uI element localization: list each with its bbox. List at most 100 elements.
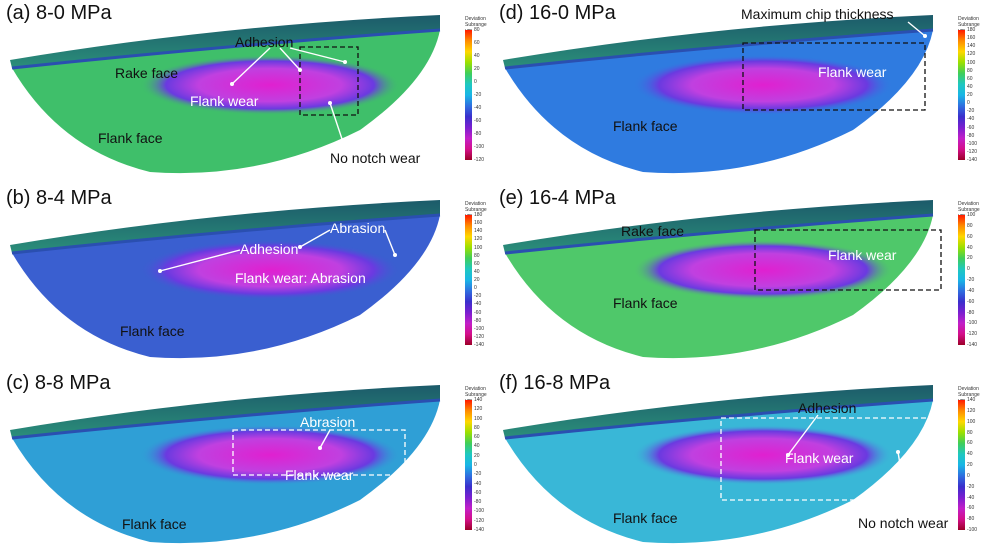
scale-tick-label: 40 [474, 443, 480, 450]
dashed-region-box [299, 46, 359, 116]
insert-render-a [10, 15, 441, 174]
scale-tick-label: -80 [967, 309, 975, 316]
annotation-arrowhead [298, 245, 302, 249]
annotation-arrow [289, 47, 346, 63]
panel-e: (e) 16-4 MPa Rake face Flank wear Flank fac… [493, 185, 985, 370]
scale-tick-label: 20 [474, 452, 480, 459]
scale-tick-label: 140 [474, 228, 483, 235]
scale-tick-label: 40 [967, 244, 973, 251]
flank-wear-zone [633, 55, 893, 115]
scale-gradient-bar [465, 215, 472, 345]
label-flank-wear: Flank wear [818, 64, 887, 80]
scale-tick-label: -140 [474, 527, 485, 533]
scale-tick-label: -20 [474, 92, 482, 98]
scale-tick-label: -120 [967, 331, 978, 338]
scale-tick-label: 0 [967, 472, 970, 479]
scale-tick-label: 20 [967, 462, 973, 468]
label-no-notch-wear: No notch wear [858, 515, 949, 531]
scale-tick-label: 100 [967, 418, 976, 425]
scale-tick-label: 80 [474, 252, 480, 259]
annotation-arrowhead [158, 269, 162, 273]
scale-tick-label: -60 [474, 489, 482, 496]
annotation-arrowhead [393, 253, 397, 257]
scale-tick-label: 40 [967, 83, 973, 90]
flank-wear-zone [140, 240, 400, 300]
scale-tick-label: 20 [967, 92, 973, 98]
label-flank-face: Flank face [613, 510, 678, 526]
scale-tick-label: 40 [474, 53, 480, 59]
dashed-region-box [742, 42, 926, 111]
scale-tick-label: -80 [967, 516, 975, 523]
rake-face-surface [10, 385, 440, 438]
scale-heading: Deviation [465, 16, 486, 22]
label-rake-face: Rake face [115, 65, 179, 81]
scale-tick-label: 140 [967, 43, 976, 50]
scale-tick-label: 60 [474, 434, 480, 441]
scale-tick-label: 80 [967, 429, 973, 436]
panel-b: (b) 8-4 MPa Adhesion Abrasion Flank wear: A… [0, 185, 492, 370]
flank-wear-zone [140, 425, 400, 485]
panel-title: (e) 16-4 MPa [499, 187, 616, 209]
scale-tick-label: 0 [474, 285, 477, 292]
scale-tick-label: 100 [474, 415, 483, 422]
label-adhesion: Adhesion [235, 34, 294, 50]
scale-heading: Deviation [958, 201, 979, 207]
scale-tick-label: 120 [967, 407, 976, 414]
scale-tick-label: -40 [967, 287, 975, 294]
scale-tick-label: -60 [474, 118, 482, 124]
cutting-edge [11, 28, 441, 70]
panel-title: (a) 8-0 MPa [6, 2, 112, 24]
dashed-region-box [754, 229, 942, 291]
scale-tick-label: 80 [967, 222, 973, 229]
flank-wear-zone [633, 240, 893, 300]
scale-tick-label: -120 [474, 517, 485, 524]
annotation-arrowhead [896, 450, 900, 454]
scale-heading: Deviation [465, 201, 486, 207]
panel-title: (d) 16-0 MPa [499, 2, 616, 24]
scale-tick-label: 140 [474, 397, 483, 403]
scale-tick-label: -60 [474, 309, 482, 316]
scale-tick-label: -40 [967, 494, 975, 501]
label-no-notch-wear: No notch wear [330, 150, 421, 166]
annotation-arrowhead [343, 60, 347, 64]
scale-tick-label: -20 [967, 277, 975, 283]
scale-tick-label: -120 [474, 157, 485, 163]
annotation-arrow [897, 451, 909, 514]
label-flank-face: Flank face [122, 516, 187, 532]
scale-tick-label: -20 [967, 483, 975, 490]
scale-tick-label: 60 [967, 440, 973, 447]
label-max-chip: Maximum chip thickness [741, 6, 894, 22]
rake-face-surface [10, 200, 440, 253]
scale-tick-label: 60 [967, 75, 973, 82]
scale-tick-label: 40 [967, 451, 973, 458]
scale-tick-label: -80 [474, 499, 482, 506]
insert-render-b [10, 200, 441, 359]
annotation-arrow [159, 249, 241, 272]
label-abrasion: Abrasion [300, 414, 356, 430]
scale-tick-label: 0 [967, 266, 970, 273]
annotation-arrowhead [298, 68, 302, 72]
scale-tick-label: 40 [474, 268, 480, 275]
scale-heading: Deviation [958, 386, 979, 392]
scale-tick-label: -60 [967, 124, 975, 131]
label-adhesion: Adhesion [240, 241, 299, 257]
label-flank-face: Flank face [98, 130, 163, 146]
label-flank-face: Flank face [613, 118, 678, 134]
label-flank-face: Flank face [120, 323, 185, 339]
rake-face-surface [503, 200, 933, 253]
scale-tick-label: 180 [474, 212, 483, 218]
scale-tick-label: -120 [474, 333, 485, 340]
scale-heading: Deviation [958, 16, 979, 22]
label-flank-wear: Flank wear [785, 450, 854, 466]
label-flank-wear: Flank wear: Abrasion [235, 270, 366, 286]
scale-tick-label: -80 [474, 131, 482, 137]
scale-tick-label: 20 [474, 66, 480, 72]
panel-title: (c) 8-8 MPa [6, 372, 111, 394]
scale-tick-label: 160 [474, 220, 483, 227]
panel-title: (f) 16-8 MPa [499, 372, 611, 394]
scale-tick-label: 120 [474, 236, 483, 243]
scale-tick-label: 0 [474, 462, 477, 468]
